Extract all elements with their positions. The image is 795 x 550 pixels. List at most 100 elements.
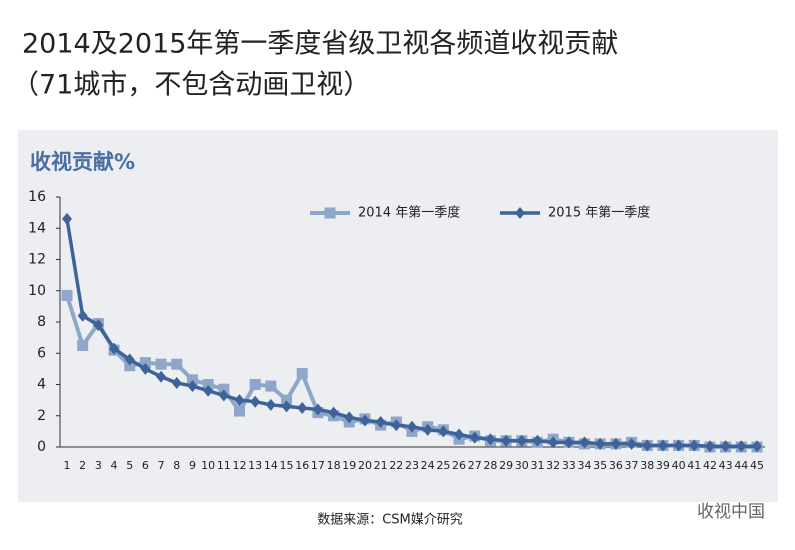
x-tick-label: 18 bbox=[327, 459, 341, 472]
data-point bbox=[171, 376, 182, 389]
data-point bbox=[93, 319, 104, 332]
y-axis-label: 收视贡献% bbox=[30, 150, 135, 174]
x-tick-label: 38 bbox=[640, 459, 654, 472]
data-point bbox=[689, 439, 700, 452]
data-point bbox=[626, 437, 637, 450]
x-tick-label: 41 bbox=[687, 459, 701, 472]
x-tick-label: 35 bbox=[593, 459, 607, 472]
data-point bbox=[281, 394, 293, 406]
y-tick-label: 8 bbox=[37, 314, 46, 330]
x-tick-label: 43 bbox=[719, 459, 733, 472]
x-tick-label: 9 bbox=[189, 459, 196, 472]
y-tick-label: 6 bbox=[37, 345, 46, 361]
x-tick-label: 30 bbox=[515, 459, 529, 472]
x-tick-label: 32 bbox=[546, 459, 560, 472]
data-point bbox=[234, 405, 245, 417]
x-tick-label: 23 bbox=[405, 459, 419, 472]
x-tick-label: 34 bbox=[578, 459, 592, 472]
data-point bbox=[171, 358, 183, 370]
chart-subtitle: （71城市，不包含动画卫视） bbox=[12, 70, 370, 101]
data-point bbox=[265, 398, 276, 411]
x-tick-label: 24 bbox=[421, 459, 435, 472]
x-tick-label: 28 bbox=[483, 459, 497, 472]
data-point bbox=[139, 357, 151, 369]
watermark: 收视中国 bbox=[697, 502, 765, 522]
data-point bbox=[454, 428, 465, 441]
data-point bbox=[312, 403, 323, 416]
data-point bbox=[187, 380, 198, 393]
data-point bbox=[375, 416, 386, 428]
data-point bbox=[469, 431, 480, 444]
data-point bbox=[61, 289, 73, 301]
data-point bbox=[124, 353, 135, 366]
data-point bbox=[140, 362, 151, 375]
x-tick-label: 25 bbox=[436, 459, 450, 472]
x-tick-label: 31 bbox=[530, 459, 544, 472]
data-point bbox=[657, 439, 668, 452]
x-tick-label: 6 bbox=[142, 459, 149, 472]
x-tick-label: 1 bbox=[64, 459, 71, 472]
x-tick-label: 5 bbox=[126, 459, 133, 472]
x-tick-label: 42 bbox=[703, 459, 717, 472]
data-point bbox=[516, 434, 527, 447]
y-tick-label: 12 bbox=[28, 252, 46, 268]
x-tick-label: 27 bbox=[468, 459, 482, 472]
x-tick-label: 13 bbox=[248, 459, 262, 472]
data-point bbox=[328, 406, 339, 419]
legend-label: 2014 年第一季度 bbox=[358, 205, 460, 221]
data-point bbox=[548, 436, 559, 449]
data-point bbox=[704, 440, 715, 453]
x-tick-label: 22 bbox=[389, 459, 403, 472]
x-tick-label: 20 bbox=[358, 459, 372, 472]
legend-swatch-marker bbox=[515, 207, 525, 219]
x-tick-label: 10 bbox=[201, 459, 215, 472]
x-tick-label: 45 bbox=[750, 459, 764, 472]
data-point bbox=[485, 433, 496, 446]
data-point bbox=[296, 368, 308, 380]
data-point bbox=[109, 342, 120, 355]
data-point bbox=[579, 436, 590, 449]
data-point bbox=[720, 440, 731, 453]
x-tick-label: 12 bbox=[233, 459, 247, 472]
data-point bbox=[297, 401, 308, 414]
data-point bbox=[218, 383, 230, 395]
data-point bbox=[77, 339, 89, 351]
x-tick-label: 8 bbox=[173, 459, 180, 472]
data-point bbox=[77, 309, 88, 322]
data-point bbox=[234, 394, 245, 407]
data-point bbox=[156, 370, 167, 383]
data-point bbox=[202, 379, 214, 390]
data-point bbox=[438, 425, 449, 438]
x-tick-label: 14 bbox=[264, 459, 278, 472]
data-point bbox=[203, 384, 214, 397]
data-point bbox=[532, 434, 543, 447]
chart-title: 2014及2015年第一季度省级卫视各频道收视贡献 bbox=[22, 29, 618, 60]
data-point bbox=[422, 423, 433, 436]
x-tick-label: 40 bbox=[672, 459, 686, 472]
data-point bbox=[391, 419, 402, 432]
source-note: 数据来源：CSM媒介研究 bbox=[317, 513, 463, 528]
data-point bbox=[218, 389, 229, 402]
y-tick-label: 0 bbox=[37, 439, 46, 455]
x-tick-label: 44 bbox=[734, 459, 748, 472]
data-point bbox=[610, 437, 621, 450]
data-point bbox=[249, 379, 261, 390]
data-point bbox=[752, 440, 762, 453]
x-tick-label: 33 bbox=[562, 459, 576, 472]
x-tick-label: 11 bbox=[217, 459, 231, 472]
x-tick-label: 21 bbox=[374, 459, 388, 472]
data-point bbox=[736, 440, 747, 453]
data-point bbox=[250, 395, 261, 408]
x-tick-label: 19 bbox=[342, 459, 356, 472]
x-tick-label: 36 bbox=[609, 459, 623, 472]
x-tick-label: 26 bbox=[452, 459, 466, 472]
x-tick-label: 7 bbox=[158, 459, 165, 472]
data-point bbox=[501, 434, 512, 447]
data-point bbox=[407, 420, 417, 433]
data-point bbox=[673, 439, 684, 452]
x-tick-label: 3 bbox=[95, 459, 102, 472]
x-tick-label: 39 bbox=[656, 459, 670, 472]
data-point bbox=[344, 411, 355, 424]
